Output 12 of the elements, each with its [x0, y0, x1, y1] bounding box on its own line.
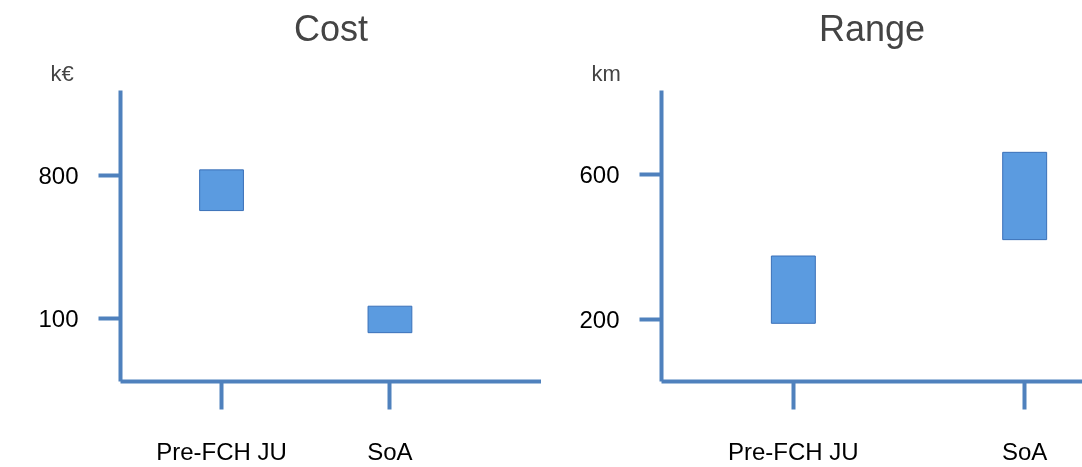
x-tick-label: SoA	[367, 437, 413, 465]
chart-title: Cost	[293, 7, 369, 49]
chart-title: Range	[818, 7, 926, 49]
x-tick-label: SoA	[1001, 437, 1048, 465]
x-tick-label: Pre-FCH JU	[728, 437, 859, 465]
y-tick-label: 800	[38, 162, 79, 190]
y-axis-title: km	[591, 60, 621, 86]
y-axis-title: k€	[50, 60, 74, 86]
y-tick-label: 200	[579, 306, 620, 334]
y-tick-label: 600	[579, 160, 620, 188]
x-tick-label: Pre-FCH JU	[156, 437, 287, 465]
y-tick-label: 100	[38, 304, 79, 332]
